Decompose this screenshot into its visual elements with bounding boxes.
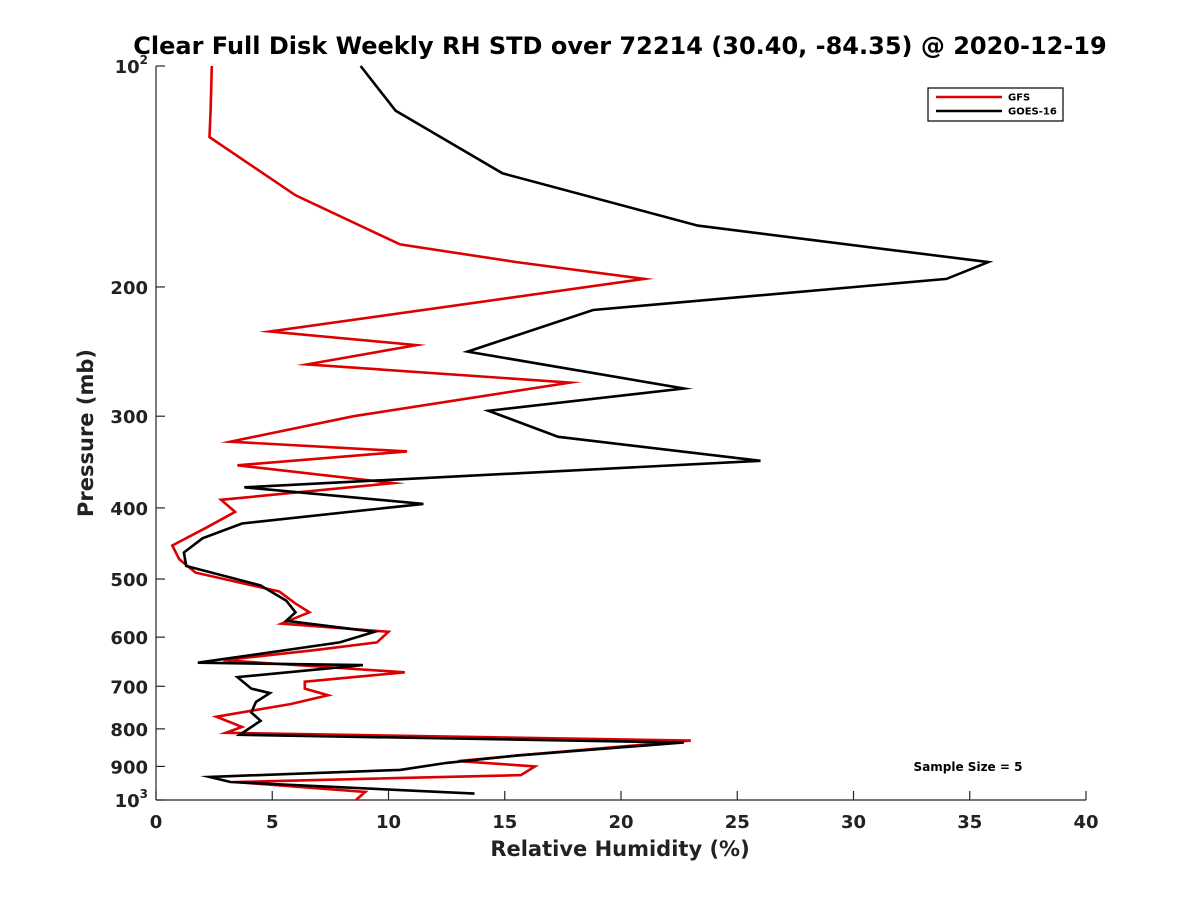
y-tick-label: 102 [115,53,148,78]
y-tick-label: 300 [110,407,148,428]
x-axis-label: Relative Humidity (%) [490,837,749,861]
x-tick-label: 20 [608,812,633,833]
y-axis: 102 200 300 400 500 600 700 800 900 103 [110,53,165,812]
y-tick-label: 500 [110,570,148,591]
legend-box [927,87,1064,122]
series-layer [170,65,994,801]
y-tick-label: 400 [110,499,148,520]
series-gfs-line [170,65,691,801]
x-tick-label: 15 [492,812,517,833]
y-tick-label: 200 [110,278,148,299]
y-axis-label: Pressure (mb) [74,349,98,517]
y-tick-label: 900 [110,757,148,778]
y-tick-label: 600 [110,628,148,649]
series-goes-16-line [182,65,994,795]
x-tick-label: 0 [150,812,163,833]
legend-entry-label: GOES-16 [1008,107,1057,118]
x-axis: 0 5 10 15 20 25 30 35 40 [150,791,1099,833]
sample-size-annotation: Sample Size = 5 [914,760,1023,774]
x-tick-label: 30 [841,812,866,833]
x-tick-label: 35 [957,812,982,833]
x-tick-label: 40 [1073,812,1098,833]
y-tick-label: 800 [110,720,148,741]
legend-entry-label: GFS [1008,93,1030,104]
x-tick-label: 25 [725,812,750,833]
x-tick-label: 5 [266,812,279,833]
y-tick-label: 700 [110,677,148,698]
legend: GFS GOES-16 [927,87,1064,122]
y-tick-label: 103 [115,787,148,812]
x-tick-label: 10 [376,812,401,833]
chart-title: Clear Full Disk Weekly RH STD over 72214… [133,32,1106,60]
